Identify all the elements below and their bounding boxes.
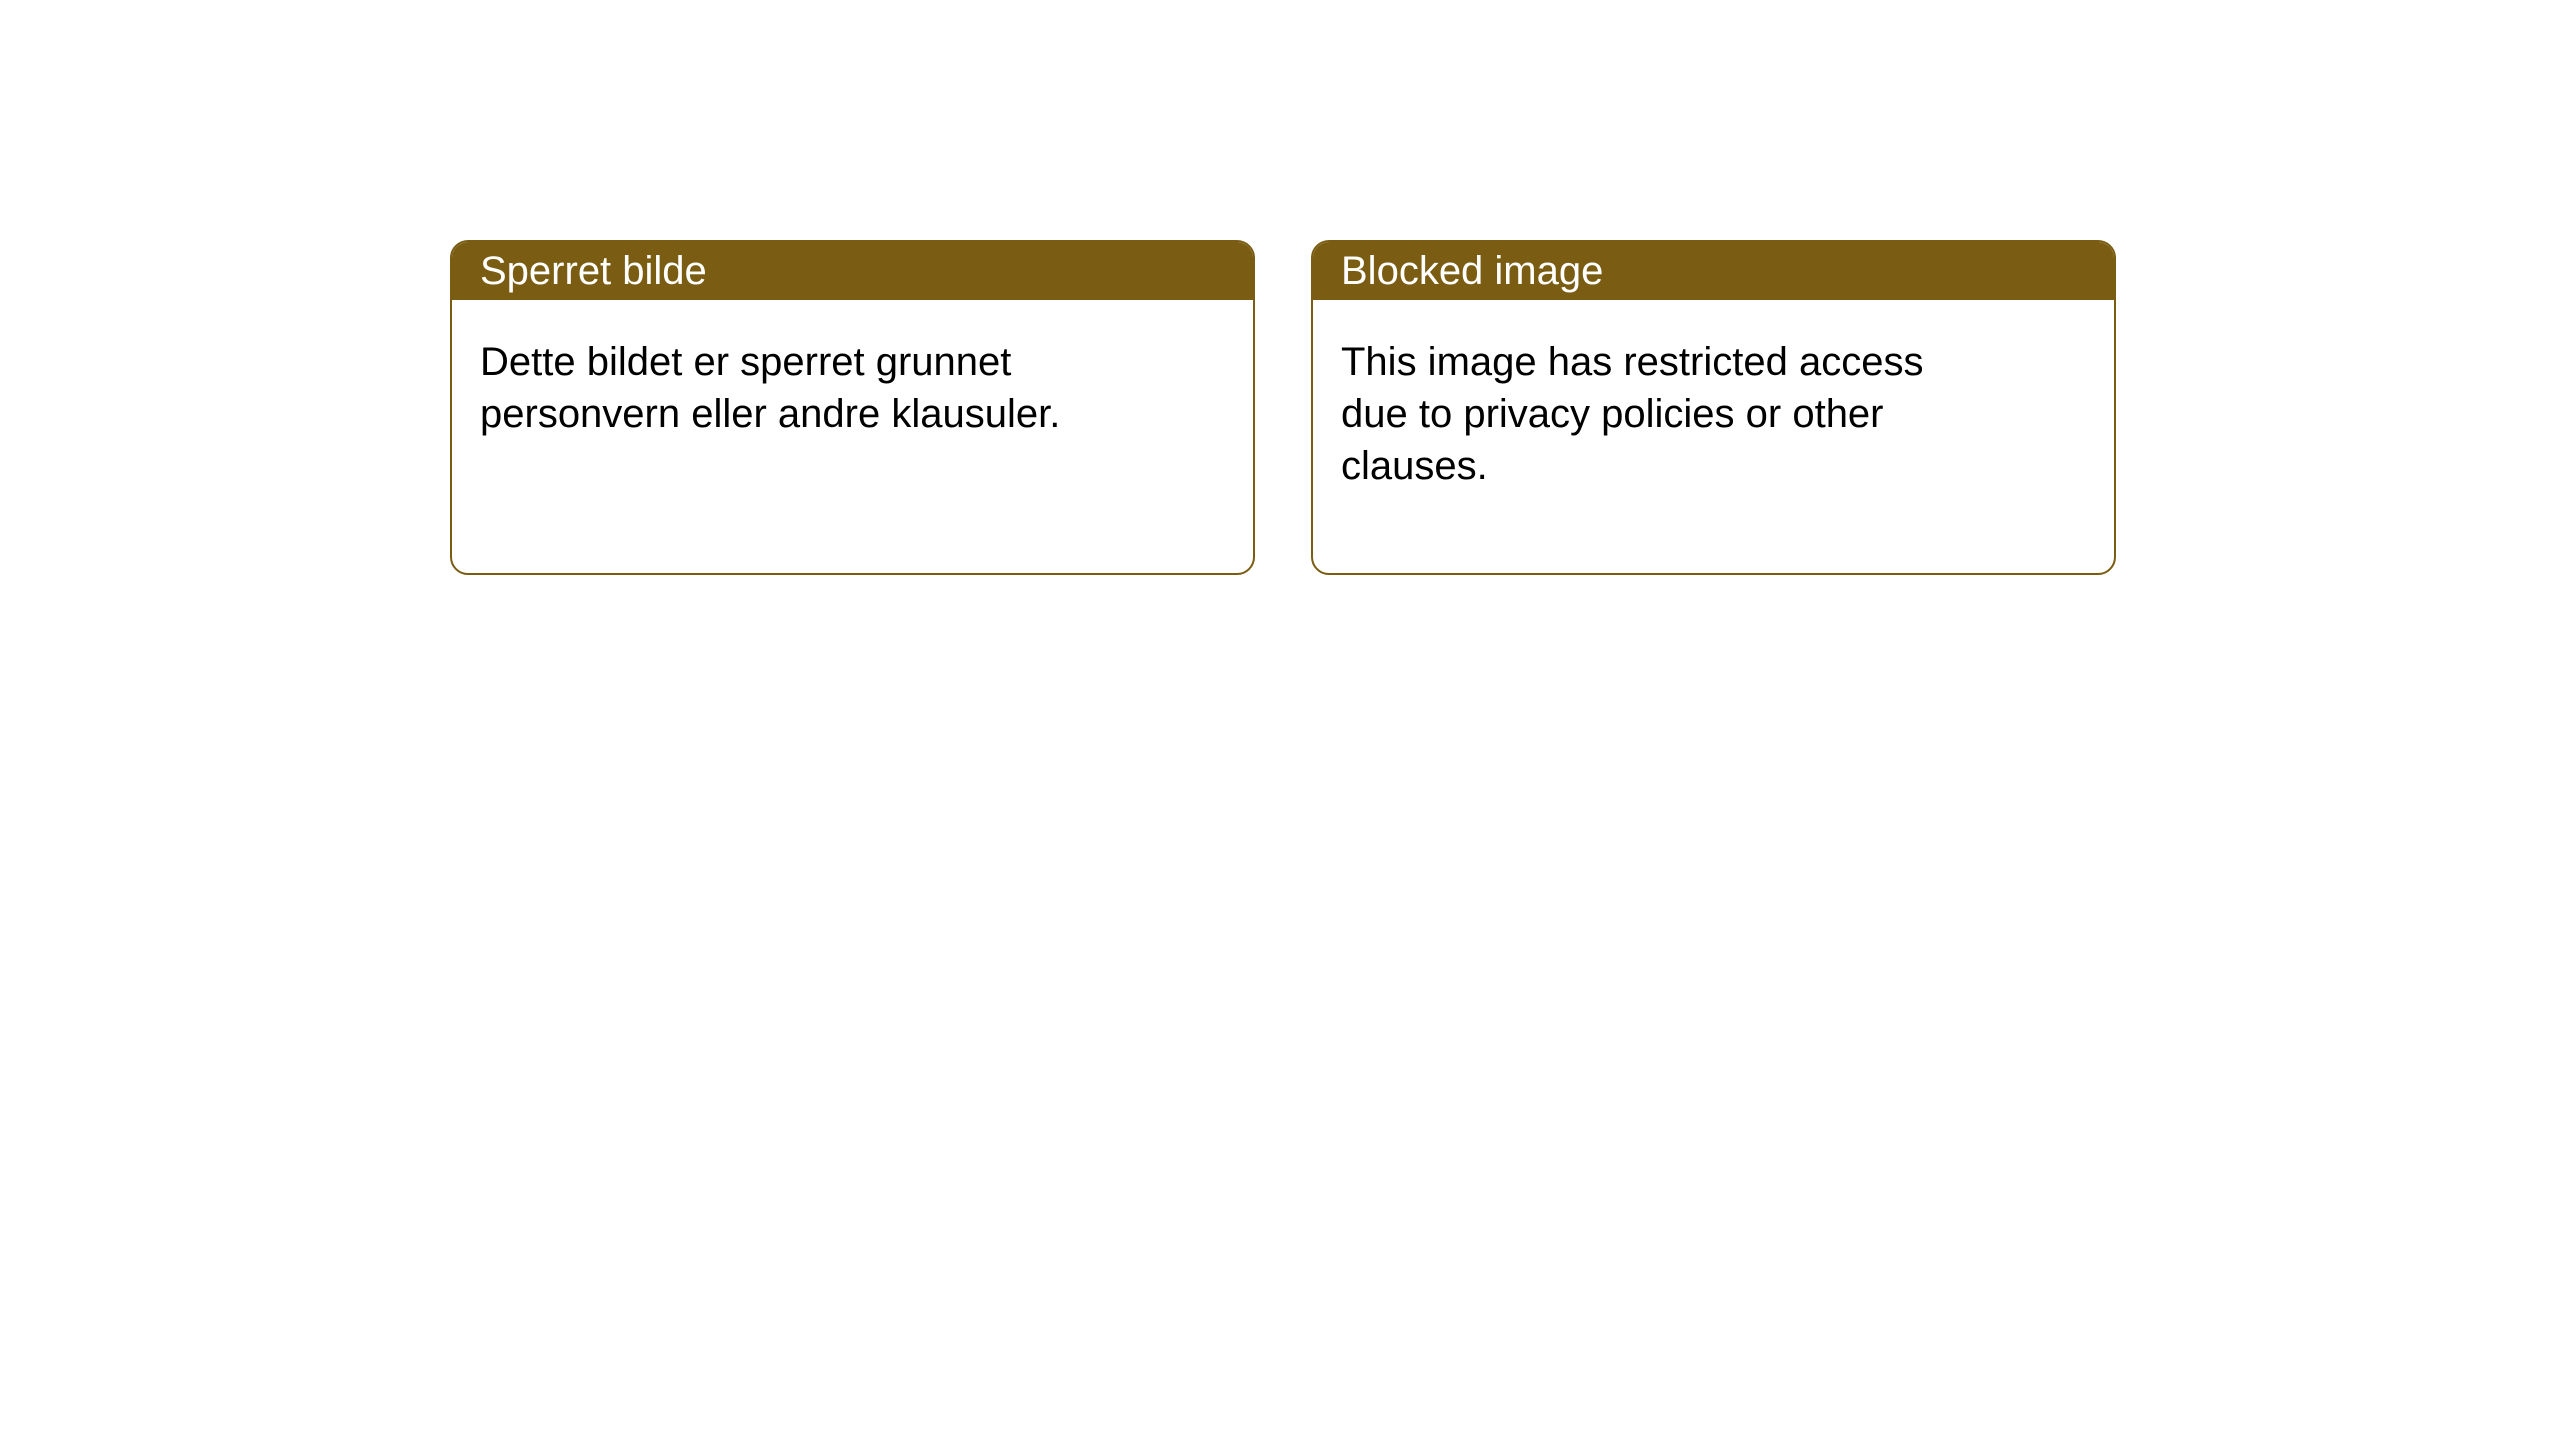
notice-body-text: This image has restricted access due to … (1341, 340, 1923, 488)
notice-card-english: Blocked image This image has restricted … (1311, 240, 2116, 575)
notice-title: Blocked image (1341, 249, 1603, 294)
notice-container: Sperret bilde Dette bildet er sperret gr… (0, 0, 2560, 575)
notice-card-norwegian: Sperret bilde Dette bildet er sperret gr… (450, 240, 1255, 575)
notice-body: Dette bildet er sperret grunnet personve… (452, 300, 1152, 476)
notice-body-text: Dette bildet er sperret grunnet personve… (480, 340, 1060, 436)
notice-body: This image has restricted access due to … (1313, 300, 2013, 528)
notice-title: Sperret bilde (480, 249, 707, 294)
notice-header: Sperret bilde (452, 242, 1253, 300)
notice-header: Blocked image (1313, 242, 2114, 300)
